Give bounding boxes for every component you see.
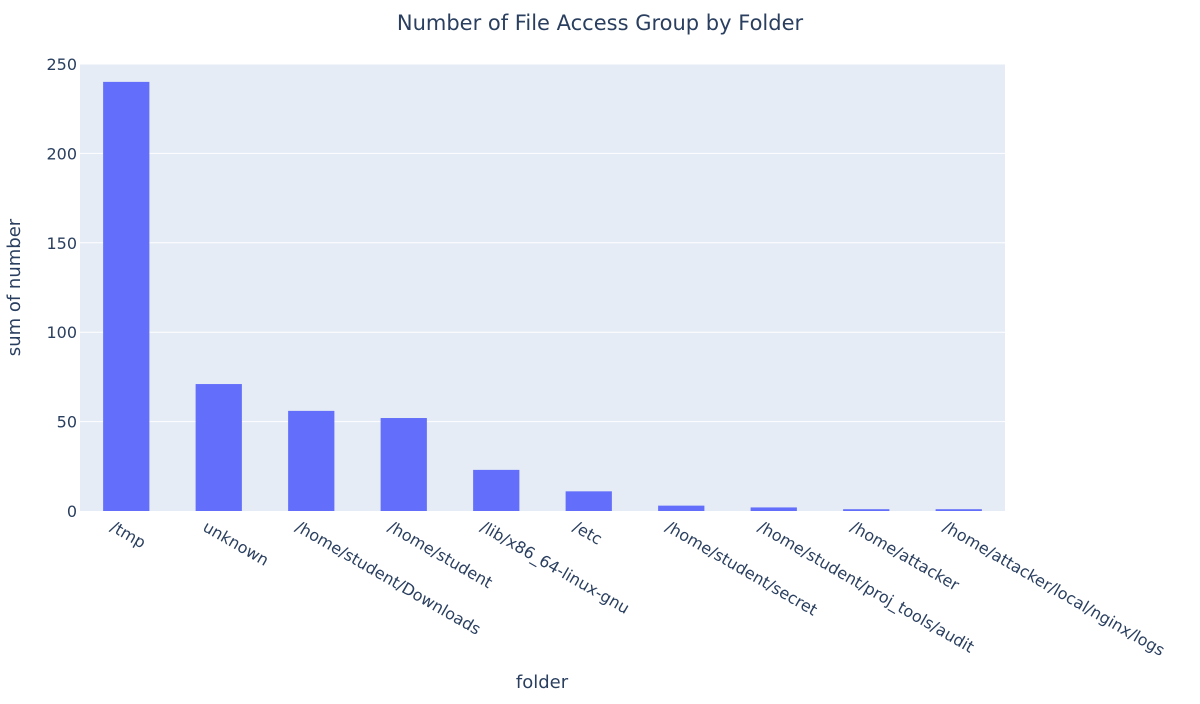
bar[interactable] (658, 505, 705, 511)
y-tick-label: 0 (67, 502, 77, 521)
x-tick-label: /tmp (107, 517, 149, 552)
bar[interactable] (935, 509, 982, 511)
x-tick-label: unknown (200, 517, 272, 570)
bar[interactable] (103, 81, 150, 511)
x-axis-ticks: /tmp unknown/home/student/Downloads/home/… (107, 517, 1168, 660)
y-tick-label: 100 (46, 323, 77, 342)
x-tick-label: /etc (570, 517, 606, 549)
x-axis-title: folder (516, 672, 569, 693)
chart-title: Number of File Access Group by Folder (397, 11, 804, 35)
x-tick-label: /lib/x86_64-linux-gnu (477, 517, 633, 619)
x-tick-label: /home/student/secret (662, 517, 820, 619)
y-axis-ticks: 0 50 100 150 200 250 (46, 55, 77, 521)
bar[interactable] (380, 418, 427, 511)
bar[interactable] (195, 384, 242, 511)
bar[interactable] (750, 507, 797, 511)
bar[interactable] (843, 509, 890, 511)
bar[interactable] (473, 469, 520, 511)
y-axis-title: sum of number (4, 218, 25, 356)
y-tick-label: 200 (46, 144, 77, 163)
y-tick-label: 150 (46, 234, 77, 253)
bar[interactable] (288, 410, 335, 511)
y-tick-label: 250 (46, 55, 77, 74)
y-tick-label: 50 (57, 413, 77, 432)
bar[interactable] (565, 491, 612, 511)
bars (103, 81, 982, 511)
